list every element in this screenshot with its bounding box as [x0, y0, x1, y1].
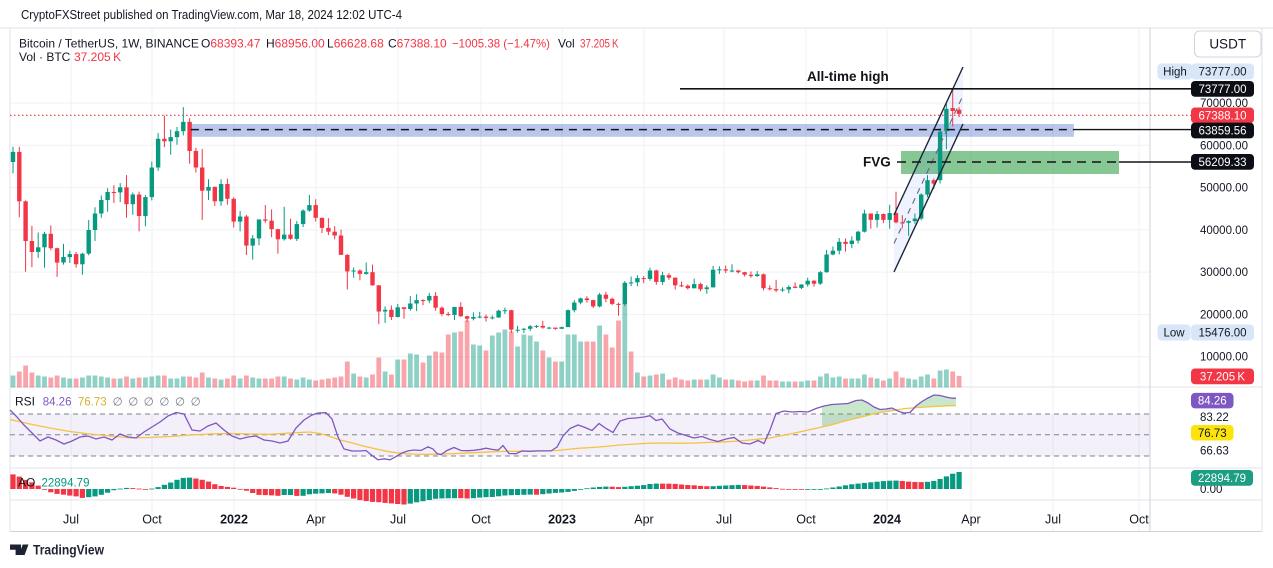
svg-text:66.63: 66.63	[1200, 446, 1229, 458]
svg-text:2022: 2022	[220, 513, 248, 527]
svg-text:∅: ∅	[128, 397, 138, 409]
svg-text:Vol: Vol	[558, 37, 575, 51]
svg-text:Apr: Apr	[961, 513, 980, 527]
svg-text:76.73: 76.73	[78, 397, 107, 409]
svg-text:83.22: 83.22	[1200, 412, 1229, 424]
svg-text:Apr: Apr	[306, 513, 325, 527]
svg-text:∅: ∅	[144, 397, 154, 409]
svg-text:−1005.38 (−1.47%): −1005.38 (−1.47%)	[452, 37, 550, 51]
svg-text:L66628.68: L66628.68	[327, 37, 384, 51]
svg-text:0.00: 0.00	[1200, 484, 1222, 496]
svg-text:40000.00: 40000.00	[1200, 225, 1248, 237]
svg-text:AO: AO	[18, 476, 35, 490]
svg-text:Oct: Oct	[796, 513, 816, 527]
svg-text:56209.33: 56209.33	[1199, 157, 1247, 169]
svg-text:Jul: Jul	[1045, 513, 1061, 527]
svg-text:Jul: Jul	[716, 513, 732, 527]
svg-text:67388.10: 67388.10	[1199, 110, 1247, 122]
svg-text:50000.00: 50000.00	[1200, 183, 1248, 195]
svg-text:30000.00: 30000.00	[1200, 267, 1248, 279]
svg-text:Oct: Oct	[1129, 513, 1149, 527]
svg-text:High: High	[1163, 67, 1187, 79]
svg-text:TradingView: TradingView	[33, 543, 104, 558]
svg-text:76.73: 76.73	[1198, 428, 1227, 440]
svg-text:RSI: RSI	[15, 395, 35, 409]
svg-text:73777.00: 73777.00	[1199, 84, 1247, 96]
svg-text:∅: ∅	[113, 397, 123, 409]
svg-text:C67388.10: C67388.10	[388, 37, 447, 51]
svg-text:63859.56: 63859.56	[1199, 126, 1247, 138]
svg-text:Jul: Jul	[63, 513, 79, 527]
svg-text:∅: ∅	[175, 397, 185, 409]
svg-text:Oct: Oct	[142, 513, 162, 527]
svg-text:37.205 K: 37.205 K	[74, 50, 121, 64]
svg-text:73777.00: 73777.00	[1199, 67, 1247, 79]
svg-text:20000.00: 20000.00	[1200, 309, 1248, 321]
svg-text:Apr: Apr	[634, 513, 653, 527]
svg-text:22894.79: 22894.79	[1198, 473, 1246, 485]
svg-text:2023: 2023	[548, 513, 576, 527]
svg-text:84.26: 84.26	[1198, 396, 1227, 408]
svg-text:22894.79: 22894.79	[42, 478, 90, 490]
svg-text:Vol · BTC: Vol · BTC	[19, 50, 71, 64]
svg-text:Jul: Jul	[390, 513, 406, 527]
svg-text:37.205 K: 37.205 K	[1200, 371, 1245, 383]
svg-text:O68393.47: O68393.47	[201, 37, 261, 51]
svg-text:Low: Low	[1163, 328, 1185, 340]
svg-text:Bitcoin / TetherUS, 1W, BINANC: Bitcoin / TetherUS, 1W, BINANCE	[19, 37, 199, 51]
svg-text:H68956.00: H68956.00	[266, 37, 325, 51]
svg-text:60000.00: 60000.00	[1200, 140, 1248, 152]
svg-text:∅: ∅	[159, 397, 169, 409]
svg-text:All-time high: All-time high	[807, 69, 889, 84]
svg-text:10000.00: 10000.00	[1200, 352, 1248, 364]
svg-text:Oct: Oct	[471, 513, 491, 527]
svg-text:70000.00: 70000.00	[1200, 98, 1248, 110]
svg-text:USDT: USDT	[1209, 37, 1246, 52]
svg-text:84.26: 84.26	[43, 397, 72, 409]
svg-text:37.205 K: 37.205 K	[580, 37, 619, 51]
svg-text:15476.00: 15476.00	[1199, 328, 1247, 340]
svg-text:FVG: FVG	[863, 155, 891, 170]
svg-text:CryptoFXStreet published on Tr: CryptoFXStreet published on TradingView.…	[21, 7, 402, 22]
svg-text:2024: 2024	[873, 513, 901, 527]
svg-text:∅: ∅	[191, 397, 201, 409]
